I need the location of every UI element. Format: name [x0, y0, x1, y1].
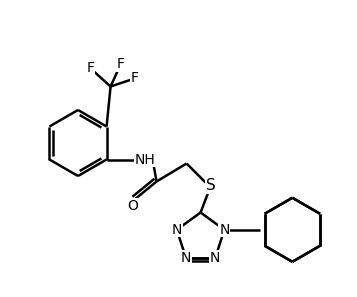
- Text: O: O: [127, 198, 138, 212]
- Text: F: F: [87, 61, 95, 75]
- Text: F: F: [131, 72, 139, 86]
- Text: N: N: [181, 251, 191, 265]
- Text: F: F: [117, 58, 125, 72]
- Text: N: N: [210, 251, 221, 265]
- Text: N: N: [172, 223, 182, 237]
- Text: S: S: [206, 178, 216, 193]
- Text: N: N: [219, 223, 230, 237]
- Text: NH: NH: [134, 152, 155, 167]
